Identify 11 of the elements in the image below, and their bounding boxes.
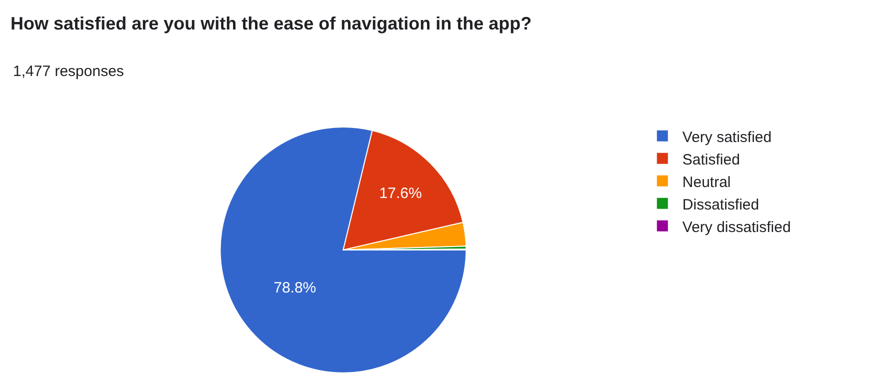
legend-label: Very satisfied [682, 128, 772, 146]
data-label: 17.6% [379, 184, 422, 202]
pie-slice [342, 130, 464, 250]
legend-label: Very dissatisfied [682, 218, 791, 236]
legend-label: Neutral [682, 174, 731, 191]
legend-label: Satisfied [682, 151, 740, 168]
text: 1,477 responses [13, 63, 124, 80]
legend-label: Dissatisfied [682, 196, 760, 214]
chart-title: How satisfied are you with the ease of navigation in the app? [10, 13, 532, 34]
pie-slice [220, 126, 467, 374]
data-label: 78.8% [274, 279, 316, 296]
